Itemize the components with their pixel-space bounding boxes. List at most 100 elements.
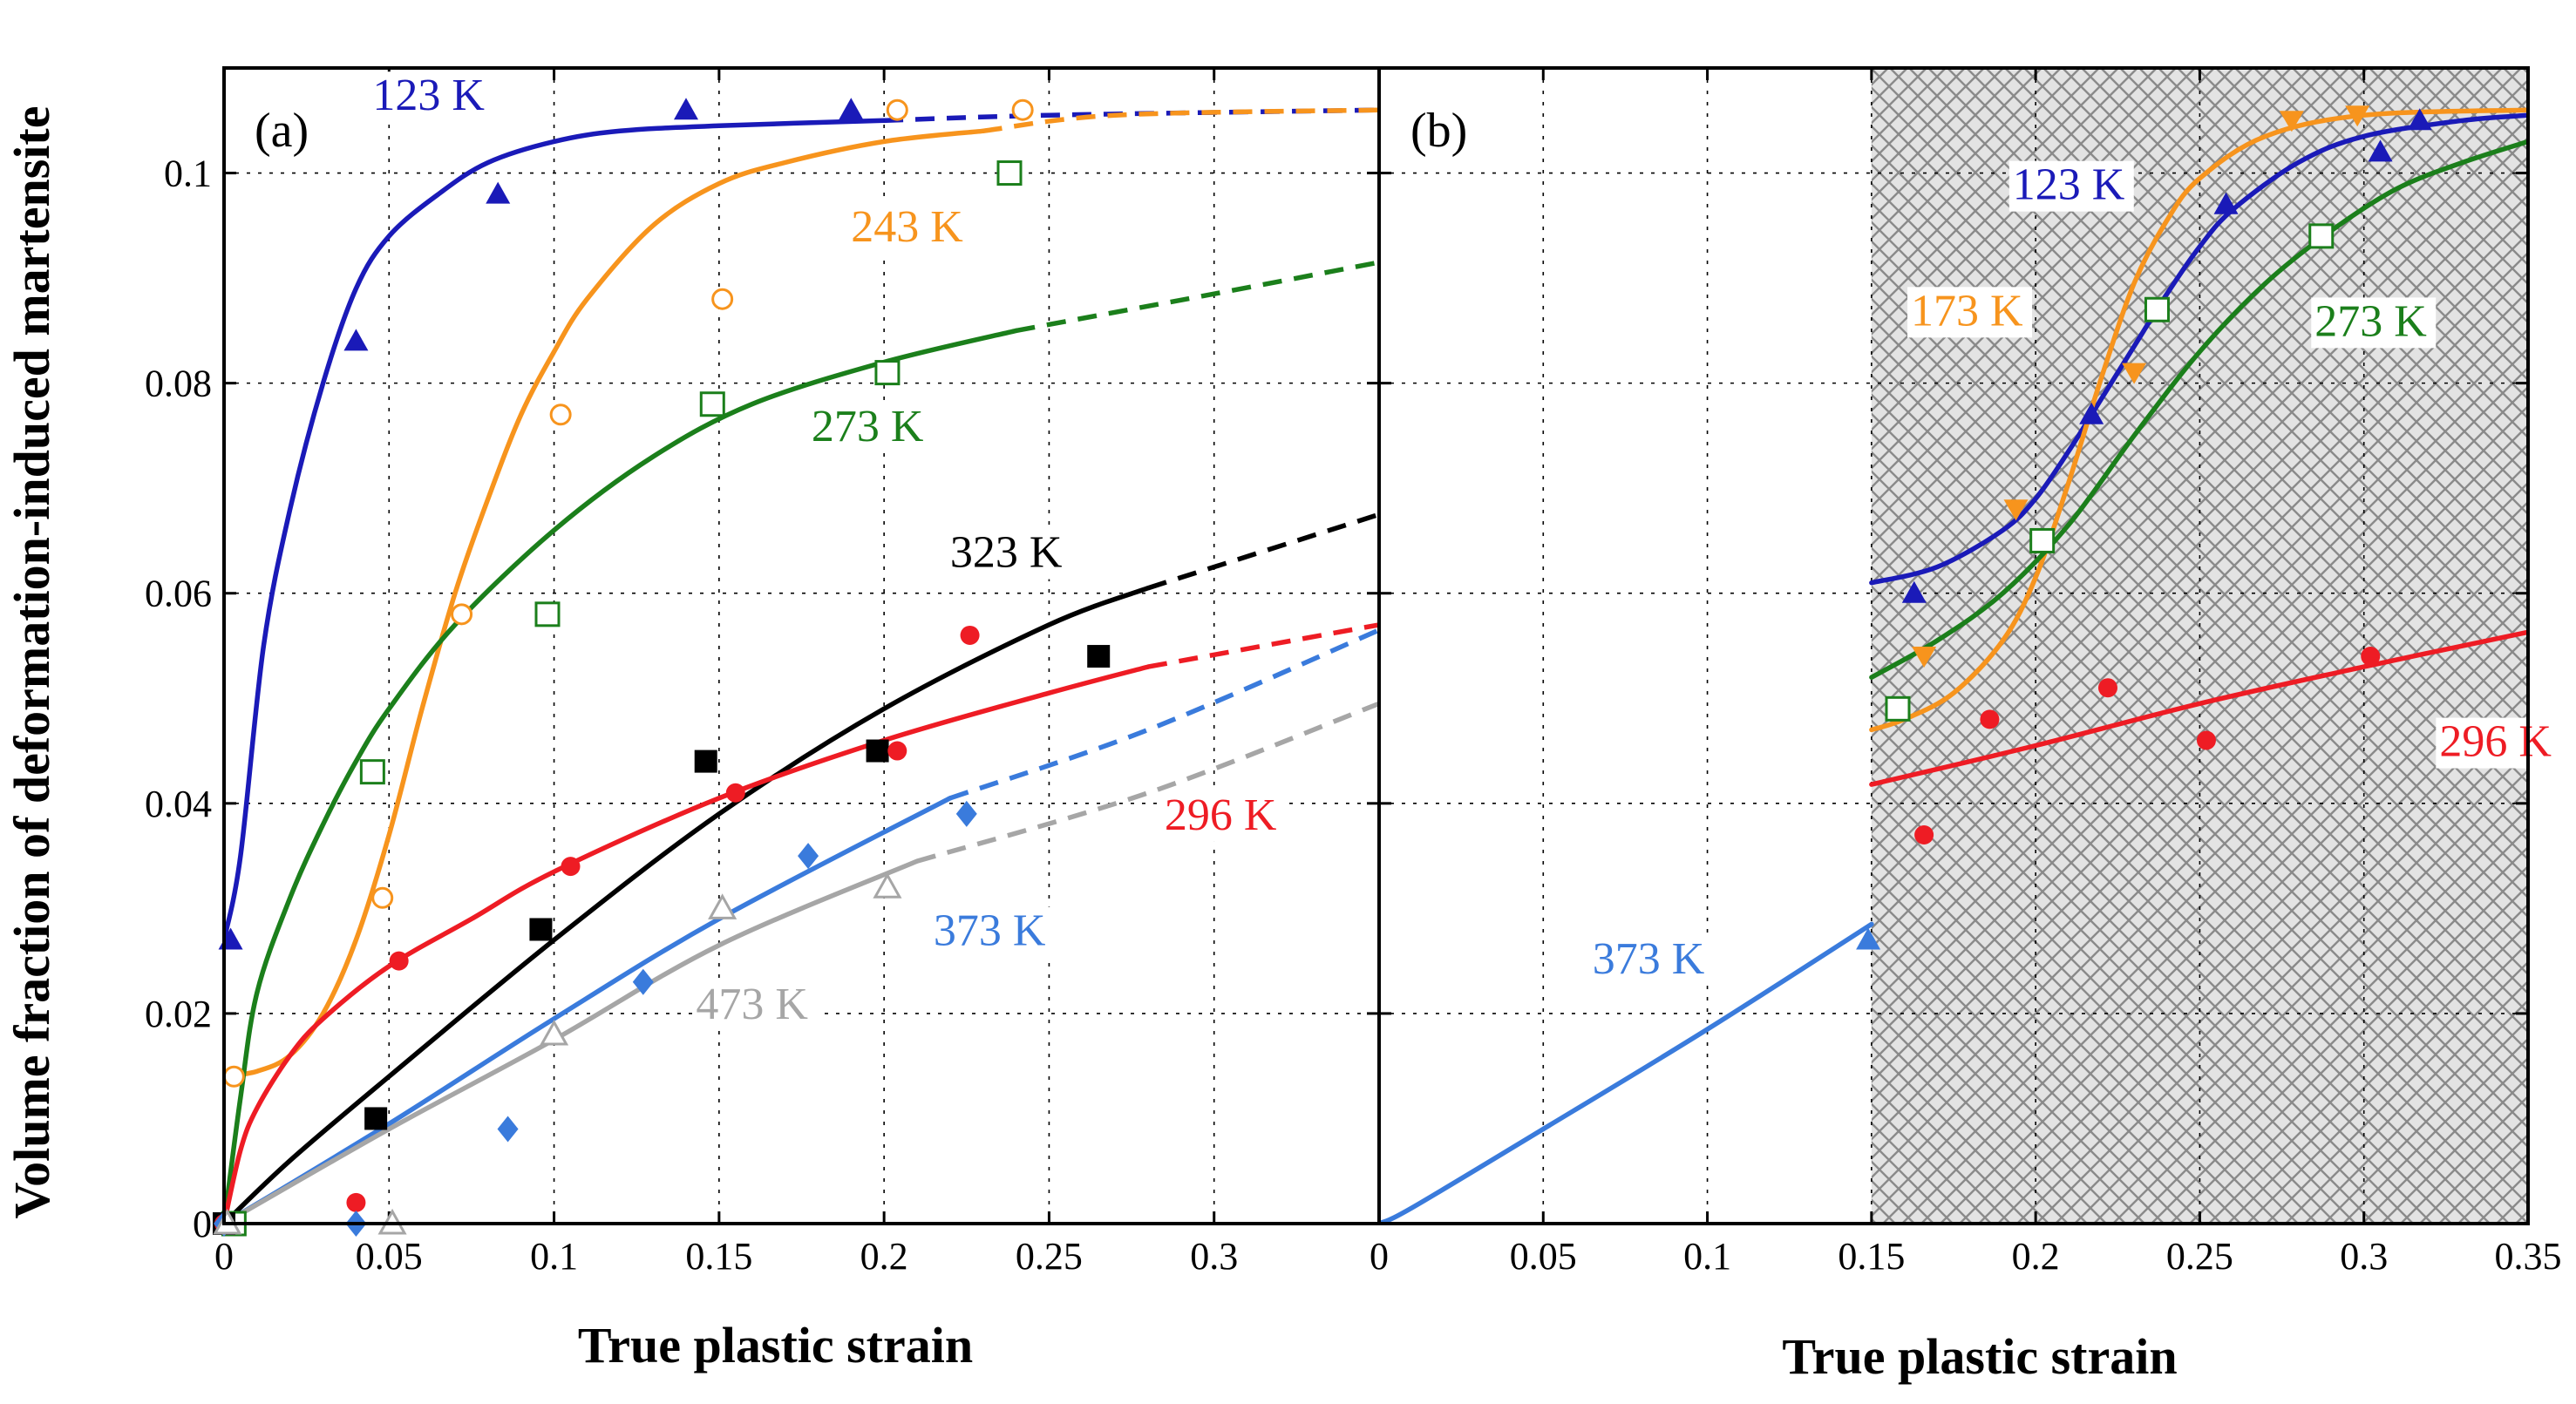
data-point-123-k-a bbox=[674, 98, 698, 120]
series-group-a bbox=[224, 107, 1379, 1224]
data-point-173-k-b bbox=[2279, 111, 2304, 132]
y-tick-label: 0.1 bbox=[164, 153, 212, 195]
series-label-bg-173-k-b bbox=[1907, 287, 2033, 338]
data-point-273-k-a bbox=[534, 601, 561, 627]
panel-label-a: (a) bbox=[255, 104, 309, 158]
fit-line-273-k-a bbox=[224, 328, 1019, 1224]
data-point-473-k-a bbox=[708, 893, 737, 919]
plot-frame-a bbox=[222, 66, 1381, 1225]
x-tick-label-b: 0.3 bbox=[2340, 1235, 2388, 1278]
x-tick-label-b: 0 bbox=[1370, 1235, 1389, 1278]
x-tick-label-a: 0 bbox=[214, 1235, 234, 1278]
data-point-123-k-a bbox=[486, 181, 511, 204]
data-point-243-k-a bbox=[549, 404, 572, 426]
series-label-bg-243-k-a bbox=[847, 202, 973, 254]
data-point-296-k-a bbox=[389, 951, 409, 971]
y-axis-title: Volume fraction of deformation-induced m… bbox=[3, 106, 60, 1219]
extrapolation-line-473-k-a bbox=[916, 701, 1379, 864]
data-point-373-k-a bbox=[497, 1116, 519, 1143]
series-label-bg-273-k-b bbox=[2311, 297, 2437, 349]
fit-line-296-k-b bbox=[1869, 629, 2528, 787]
x-tick-label-a: 0.3 bbox=[1190, 1235, 1238, 1278]
data-point-296-k-a bbox=[887, 741, 907, 761]
data-point-473-k-a bbox=[873, 872, 902, 899]
data-point-296-k-a bbox=[561, 857, 581, 877]
series-label-bg-273-k-a bbox=[807, 402, 933, 453]
data-point-296-k-b bbox=[1914, 824, 1934, 844]
series-label-bg-373-k-b bbox=[1588, 935, 1714, 987]
data-point-173-k-b bbox=[1912, 647, 1937, 668]
x-tick-label-b: 0.35 bbox=[2495, 1235, 2562, 1278]
data-point-273-k-a bbox=[359, 759, 385, 785]
panel-label-bg-b bbox=[1405, 106, 1477, 159]
data-point-373-k-a bbox=[798, 843, 819, 870]
x-tick-label-a: 0.1 bbox=[530, 1235, 578, 1278]
extrapolation-line-243-k-a bbox=[982, 107, 1379, 134]
series-label-bg-123-k-a bbox=[369, 71, 494, 123]
series-label-323-k-a: 323 K bbox=[950, 528, 1063, 578]
fit-line-473-k-a bbox=[224, 858, 920, 1224]
fit-line-273-k-b bbox=[1869, 139, 2528, 680]
y-tick-label: 0.06 bbox=[145, 573, 212, 615]
data-point-243-k-a bbox=[711, 288, 734, 310]
data-point-273-k-b bbox=[1885, 695, 1911, 722]
data-point-273-k-a bbox=[996, 160, 1023, 187]
data-point-373-k-a bbox=[632, 968, 654, 995]
series-label-273-k-a: 273 K bbox=[812, 402, 924, 451]
panel-label-b: (b) bbox=[1410, 104, 1467, 158]
series-label-373-k-a: 373 K bbox=[934, 906, 1046, 956]
series-label-296-k-a: 296 K bbox=[1165, 790, 1277, 840]
panel-b: 0 0.05 0.1 0.15 0.2 0.25 0.3 0.35 123 K 173 K 273 … bbox=[1370, 66, 2562, 1385]
data-point-273-k-b bbox=[2144, 296, 2170, 322]
data-point-473-k-a bbox=[540, 1019, 569, 1046]
fit-line-123-k-a bbox=[224, 118, 887, 943]
data-point-123-k-b bbox=[2407, 108, 2432, 131]
x-tick-label-a: 0.05 bbox=[356, 1235, 423, 1278]
x-tick-label-b: 0.05 bbox=[1510, 1235, 1577, 1278]
data-point-373-k-a bbox=[955, 800, 977, 827]
fit-line-373-k-a bbox=[224, 796, 953, 1224]
data-point-123-k-a bbox=[839, 98, 864, 120]
x-tick-label-a: 0.25 bbox=[1016, 1235, 1083, 1278]
series-label-373-k-b: 373 K bbox=[1593, 934, 1705, 984]
data-point-296-k-b bbox=[2361, 647, 2381, 667]
panel-a: 0 0.05 0.1 0.15 0.2 0.25 0.3 0 0.02 0.04 0.06 0.08 0… bbox=[145, 66, 1381, 1373]
series-label-bg-473-k-a bbox=[692, 980, 818, 1031]
series-label-296-k-b: 296 K bbox=[2439, 717, 2552, 767]
plot-frame-b bbox=[1377, 66, 2530, 1225]
x-tick-label-b: 0.25 bbox=[2166, 1235, 2233, 1278]
data-point-243-k-a bbox=[222, 1065, 245, 1088]
data-point-123-k-a bbox=[218, 927, 243, 950]
data-point-123-k-b bbox=[1901, 580, 1927, 603]
data-point-123-k-a bbox=[343, 329, 369, 351]
fit-line-243-k-a bbox=[224, 128, 986, 1079]
series-label-bg-123-k-b bbox=[2008, 160, 2134, 212]
y-tick-label: 0.02 bbox=[145, 993, 212, 1035]
series-label-123-k-a: 123 K bbox=[372, 71, 485, 120]
data-point-296-k-b bbox=[2196, 730, 2216, 750]
fit-line-296-k-a bbox=[224, 664, 1151, 1224]
x-tick-label-a: 0.15 bbox=[685, 1235, 752, 1278]
data-point-123-k-b bbox=[2213, 192, 2239, 214]
panel-label-bg-a bbox=[249, 106, 321, 159]
data-point-273-k-a bbox=[874, 360, 901, 386]
data-point-296-k-a bbox=[960, 625, 980, 645]
data-point-243-k-a bbox=[886, 98, 908, 121]
series-label-bg-373-k-a bbox=[929, 906, 1055, 958]
data-point-296-k-a bbox=[346, 1192, 366, 1212]
extrapolation-line-373-k-a bbox=[948, 627, 1379, 801]
data-point-296-k-a bbox=[725, 783, 745, 803]
data-point-273-k-b bbox=[2029, 527, 2056, 553]
grid-a bbox=[224, 68, 1379, 1224]
data-point-123-k-b bbox=[2079, 402, 2104, 424]
data-point-273-k-a bbox=[699, 391, 725, 417]
fit-line-323-k-a bbox=[224, 585, 1151, 1224]
data-point-243-k-a bbox=[371, 886, 394, 909]
data-point-373-k-b bbox=[1856, 927, 1881, 950]
x-axis-title-b: True plastic strain bbox=[1782, 1328, 2177, 1385]
data-point-296-k-b bbox=[1980, 709, 2000, 729]
data-point-173-k-b bbox=[2003, 499, 2029, 521]
data-point-323-k-a bbox=[1087, 645, 1111, 668]
series-label-bg-296-k-a bbox=[1160, 790, 1286, 842]
